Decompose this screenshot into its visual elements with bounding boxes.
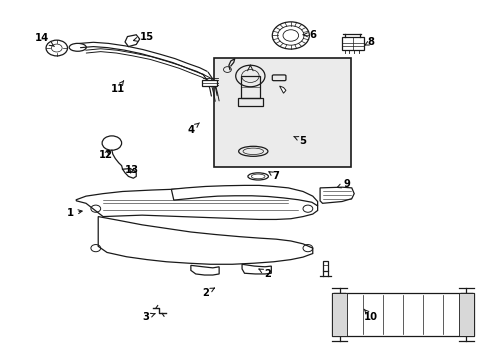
Polygon shape [279, 86, 285, 93]
Bar [214, 58, 350, 167]
Bar [458, 293, 473, 336]
Bar [341, 37, 363, 50]
Text: 2: 2 [202, 288, 214, 298]
Text: 10: 10 [364, 309, 378, 322]
Text: 8: 8 [364, 37, 374, 47]
Text: 9: 9 [337, 179, 349, 189]
Text: 2: 2 [259, 269, 271, 279]
Bar [240, 76, 260, 98]
Polygon shape [98, 217, 312, 264]
Polygon shape [242, 264, 271, 274]
Text: 3: 3 [142, 312, 155, 322]
Text: 1: 1 [66, 208, 82, 218]
Text: 12: 12 [98, 150, 112, 160]
Bar [238, 98, 262, 106]
Polygon shape [171, 185, 317, 206]
Text: 13: 13 [124, 165, 138, 175]
Text: 6: 6 [303, 30, 316, 40]
Text: 11: 11 [110, 81, 124, 94]
Polygon shape [320, 187, 353, 203]
Polygon shape [76, 189, 317, 220]
Bar [201, 80, 217, 86]
Polygon shape [125, 35, 140, 46]
Text: 5: 5 [293, 136, 306, 145]
Text: 15: 15 [133, 32, 154, 41]
Polygon shape [322, 261, 328, 271]
Text: 4: 4 [187, 123, 199, 135]
Polygon shape [190, 265, 219, 275]
Text: 7: 7 [268, 171, 279, 181]
Text: 14: 14 [35, 33, 54, 46]
Bar [331, 293, 346, 336]
Bar [331, 293, 473, 336]
